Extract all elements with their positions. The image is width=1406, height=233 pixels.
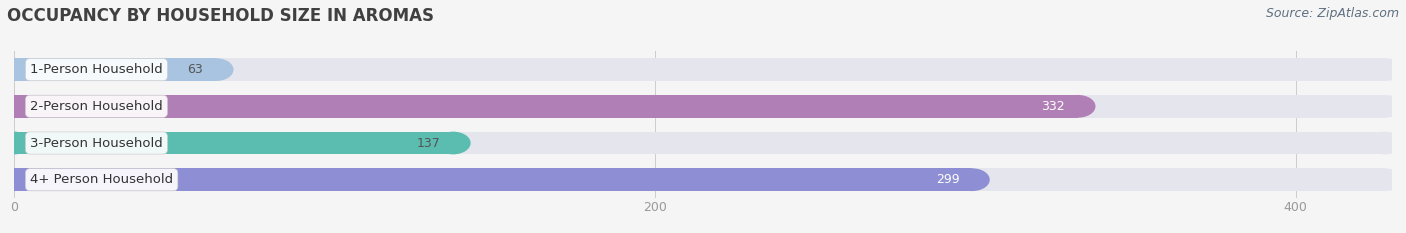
- Ellipse shape: [436, 132, 471, 154]
- Text: 2-Person Household: 2-Person Household: [30, 100, 163, 113]
- Text: Source: ZipAtlas.com: Source: ZipAtlas.com: [1265, 7, 1399, 20]
- Text: 4+ Person Household: 4+ Person Household: [30, 173, 173, 186]
- Bar: [14, 132, 453, 154]
- Text: 63: 63: [187, 63, 202, 76]
- Ellipse shape: [0, 168, 32, 191]
- Ellipse shape: [0, 132, 32, 154]
- Bar: [14, 168, 1385, 191]
- Bar: [14, 132, 1385, 154]
- Bar: [14, 95, 1078, 118]
- Ellipse shape: [0, 58, 32, 81]
- Ellipse shape: [198, 58, 233, 81]
- Text: 3-Person Household: 3-Person Household: [30, 137, 163, 150]
- Text: 137: 137: [416, 137, 440, 150]
- Text: 299: 299: [936, 173, 959, 186]
- Ellipse shape: [955, 168, 990, 191]
- Bar: [14, 168, 972, 191]
- Bar: [14, 95, 1385, 118]
- Ellipse shape: [1368, 132, 1403, 154]
- Text: OCCUPANCY BY HOUSEHOLD SIZE IN AROMAS: OCCUPANCY BY HOUSEHOLD SIZE IN AROMAS: [7, 7, 434, 25]
- Ellipse shape: [1060, 95, 1095, 118]
- Ellipse shape: [0, 95, 32, 118]
- Text: 332: 332: [1042, 100, 1066, 113]
- Ellipse shape: [0, 168, 32, 191]
- Bar: [14, 58, 217, 81]
- Ellipse shape: [0, 58, 32, 81]
- Text: 1-Person Household: 1-Person Household: [30, 63, 163, 76]
- Ellipse shape: [0, 95, 32, 118]
- Bar: [14, 58, 1385, 81]
- Ellipse shape: [1368, 95, 1403, 118]
- Ellipse shape: [1368, 168, 1403, 191]
- Ellipse shape: [1368, 58, 1403, 81]
- Ellipse shape: [0, 132, 32, 154]
